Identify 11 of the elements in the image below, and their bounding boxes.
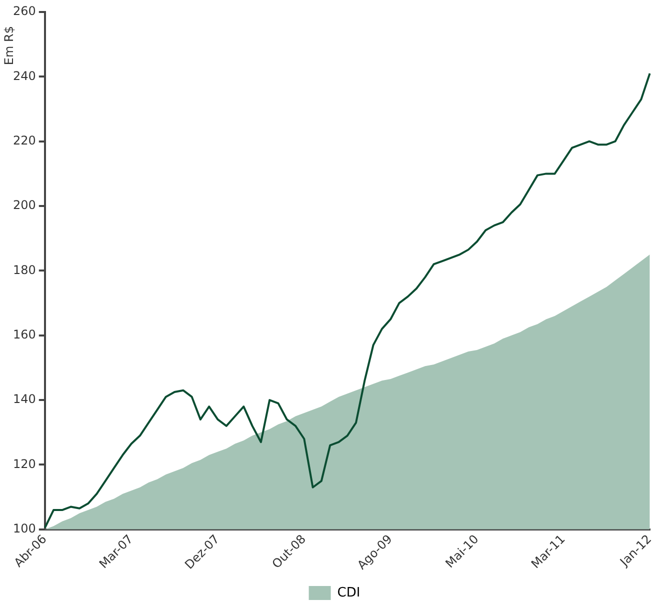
y-tick-label: 120 <box>13 456 36 471</box>
y-tick-label: 140 <box>13 392 36 406</box>
y-tick-label: 240 <box>13 68 36 83</box>
y-tick-label: 260 <box>13 4 36 18</box>
y-tick-label: 160 <box>13 328 36 342</box>
y-axis-title: Em R$ <box>2 26 16 66</box>
legend-label: CDI <box>337 585 360 600</box>
y-tick-label: 100 <box>13 522 36 536</box>
y-tick-label: 220 <box>13 133 36 148</box>
y-tick-label: 180 <box>13 262 36 277</box>
y-tick-label: 200 <box>13 198 36 212</box>
